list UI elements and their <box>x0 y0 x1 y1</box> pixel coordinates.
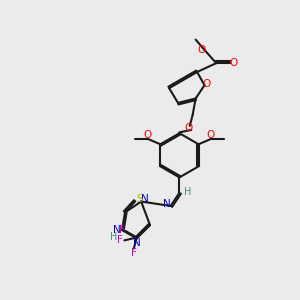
Text: N: N <box>133 238 141 248</box>
Text: N: N <box>163 199 170 209</box>
Text: O: O <box>202 79 211 89</box>
Text: O: O <box>207 130 215 140</box>
Text: O: O <box>198 45 206 55</box>
Text: O: O <box>184 123 193 133</box>
Text: N: N <box>141 194 149 204</box>
Text: S: S <box>136 194 143 204</box>
Text: F: F <box>117 236 123 245</box>
Text: N: N <box>113 225 121 235</box>
Text: F: F <box>118 225 124 235</box>
Text: O: O <box>144 130 152 140</box>
Text: H: H <box>110 232 117 242</box>
Text: O: O <box>229 58 238 68</box>
Text: F: F <box>131 248 137 258</box>
Text: H: H <box>184 187 191 197</box>
